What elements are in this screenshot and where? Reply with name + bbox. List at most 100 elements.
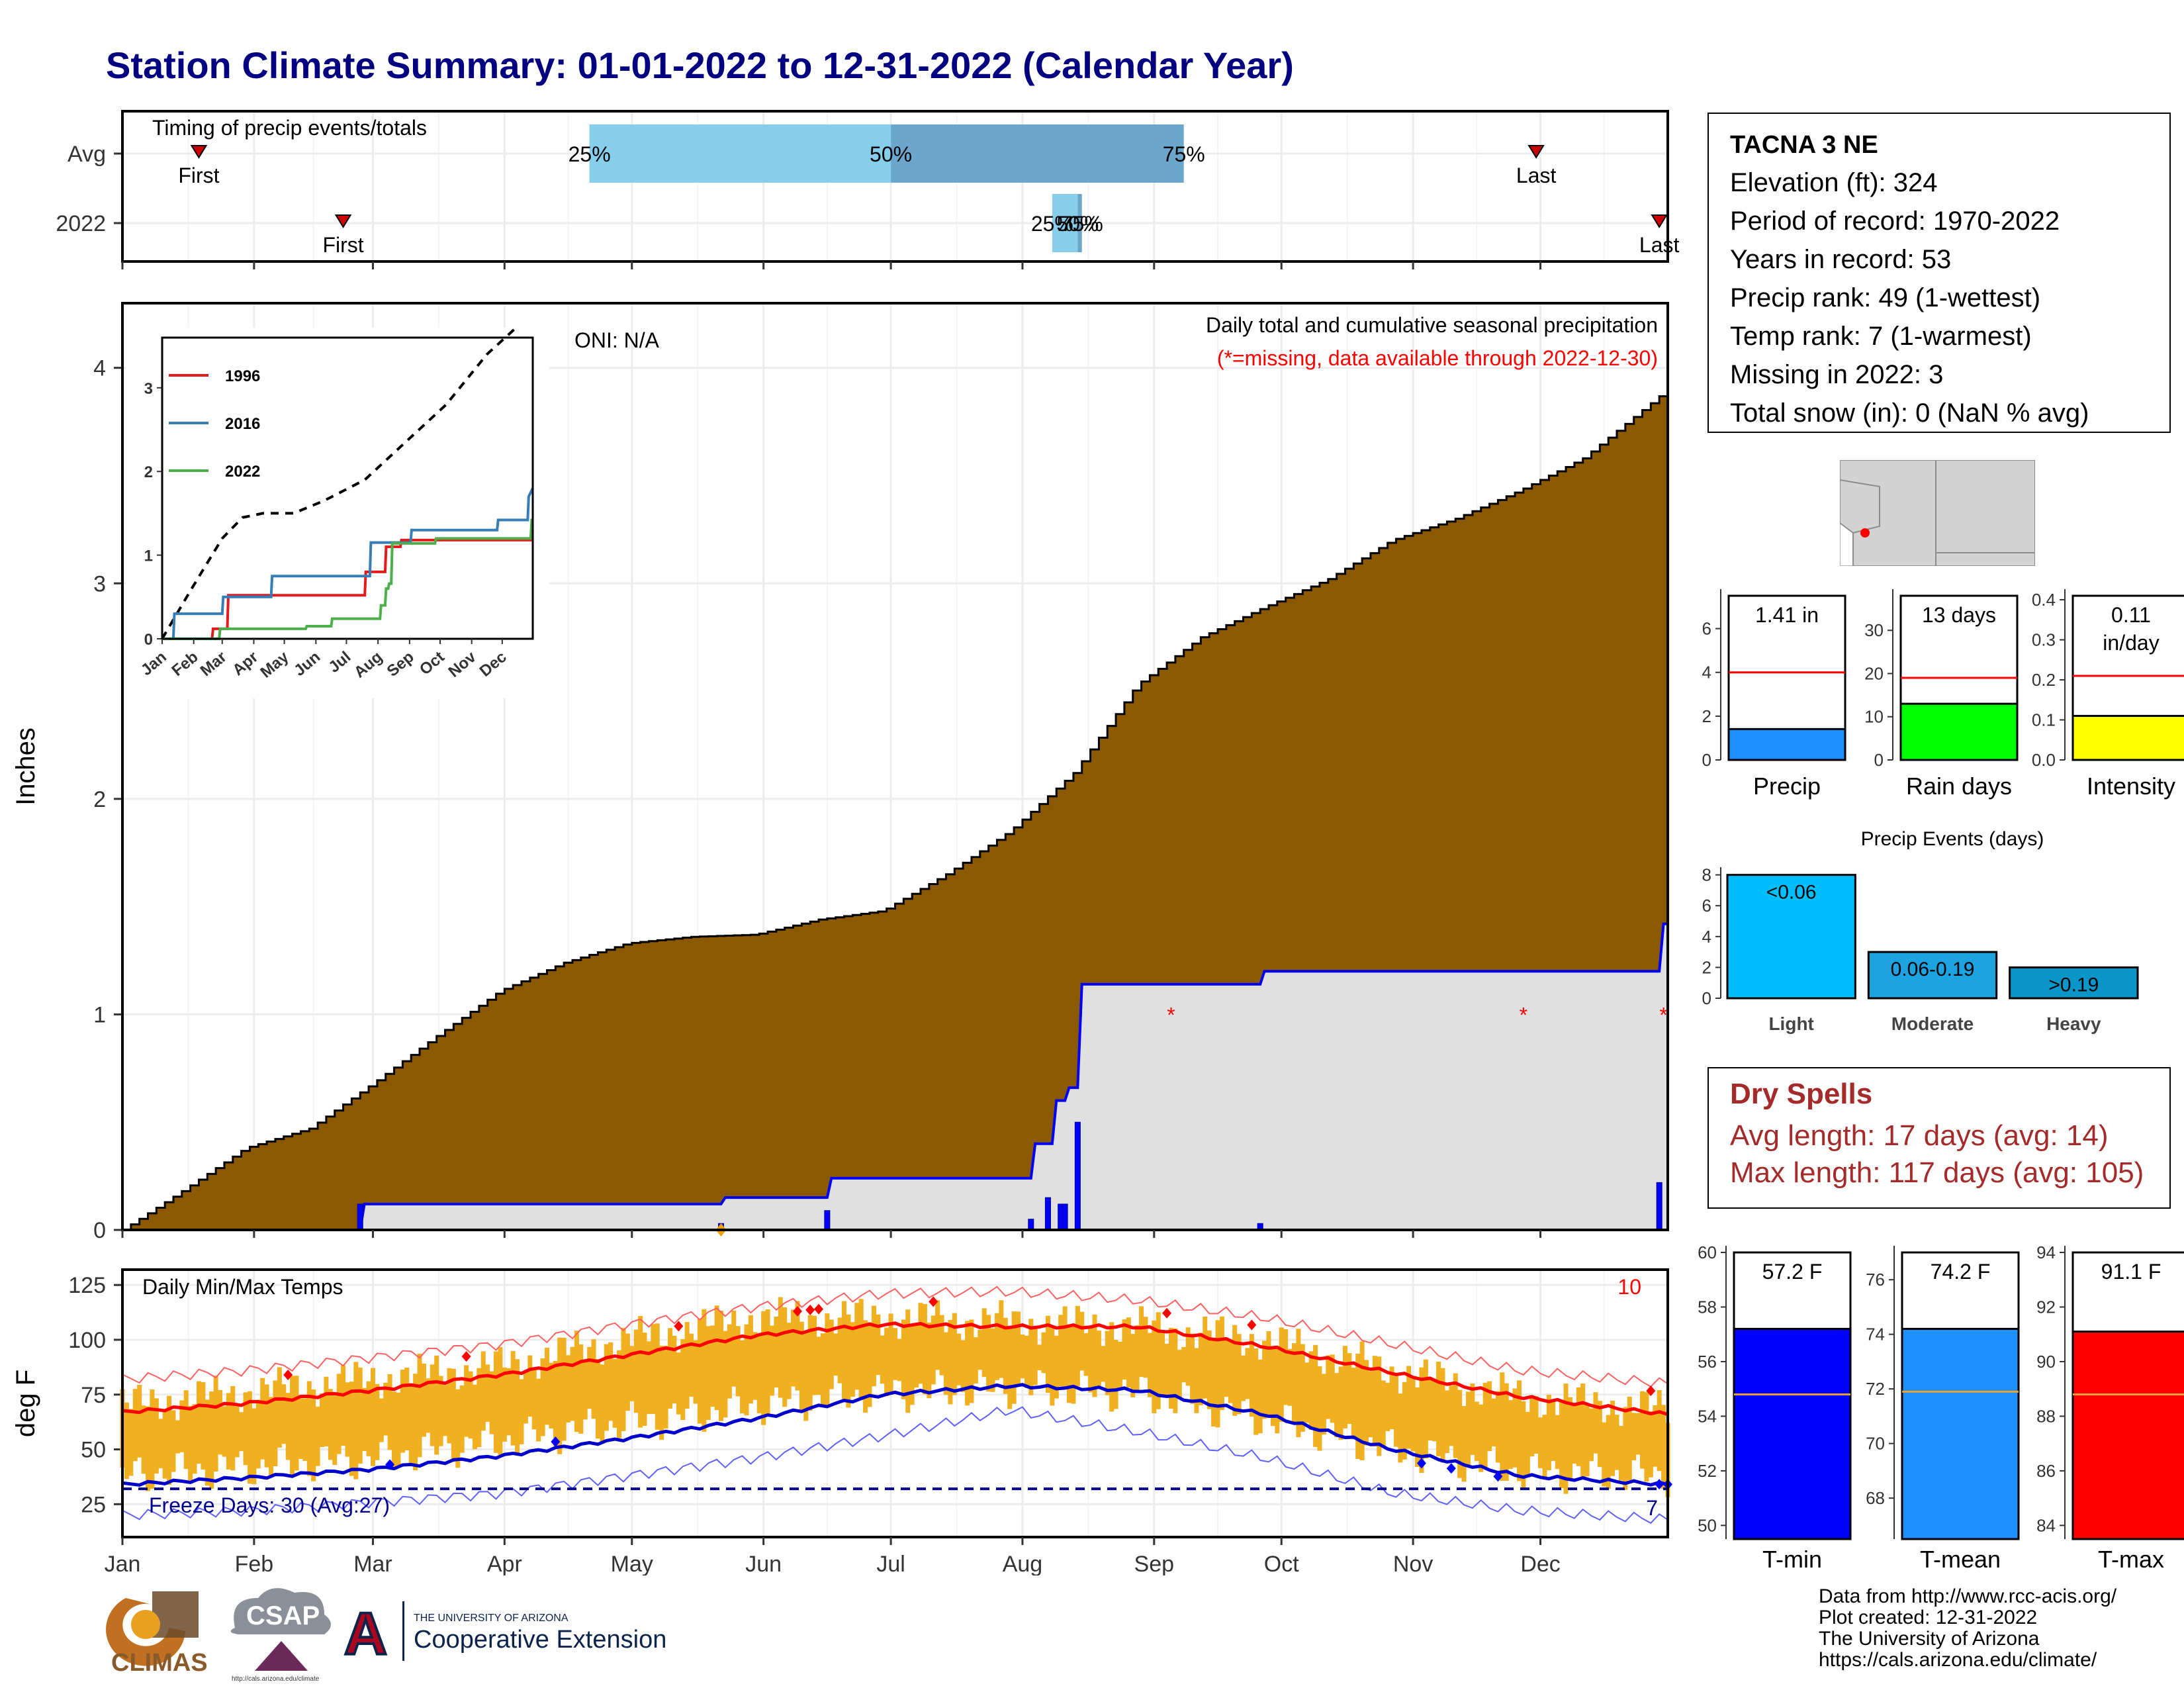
temp-day-bar-226 bbox=[1075, 1305, 1080, 1386]
inset-legend-label-1996: 1996 bbox=[225, 367, 260, 385]
temp-day-bar-214 bbox=[1024, 1335, 1029, 1388]
temp-day-bar-23 bbox=[213, 1376, 218, 1472]
temp-day-bar-291 bbox=[1351, 1368, 1356, 1440]
precip-events-category-1: Moderate bbox=[1891, 1013, 1974, 1034]
temp-day-bar-278 bbox=[1296, 1329, 1301, 1438]
temp-day-bar-101 bbox=[544, 1347, 549, 1425]
temp-day-bar-2 bbox=[124, 1402, 129, 1479]
temp-xlabel-7: Aug bbox=[1003, 1552, 1043, 1575]
temp-day-bar-314 bbox=[1449, 1385, 1454, 1446]
tmax-ylabel-0: 84 bbox=[2036, 1515, 2056, 1535]
temp-day-bar-211 bbox=[1011, 1311, 1017, 1404]
temp-day-bar-355 bbox=[1623, 1407, 1628, 1490]
temp-day-bar-147 bbox=[740, 1340, 745, 1414]
precip-events-category-0: Light bbox=[1768, 1013, 1813, 1034]
temp-day-bar-285 bbox=[1326, 1355, 1331, 1419]
temp-day-bar-307 bbox=[1419, 1367, 1424, 1474]
temp-day-bar-273 bbox=[1275, 1348, 1280, 1434]
temp-day-bar-274 bbox=[1279, 1327, 1284, 1422]
temp-day-bar-261 bbox=[1224, 1338, 1229, 1397]
temp-day-bar-160 bbox=[795, 1301, 800, 1391]
timing-bar-50-75-1 bbox=[1077, 194, 1082, 252]
temp-day-bar-82 bbox=[464, 1365, 469, 1437]
temp-day-bar-192 bbox=[931, 1315, 936, 1385]
temp-day-bar-145 bbox=[731, 1310, 737, 1387]
record-high-marker-2 bbox=[674, 1321, 684, 1332]
temp-day-bar-231 bbox=[1096, 1331, 1101, 1387]
temp-day-bar-50 bbox=[328, 1389, 333, 1460]
precip-total-category-label: Precip bbox=[1753, 773, 1821, 800]
temp-day-bar-191 bbox=[927, 1322, 932, 1399]
temp-xlabel-10: Nov bbox=[1393, 1552, 1433, 1575]
temp-day-bar-124 bbox=[642, 1333, 647, 1427]
temp-day-bar-268 bbox=[1253, 1348, 1259, 1435]
tmax-ylabel-2: 88 bbox=[2036, 1406, 2056, 1426]
temp-day-bar-195 bbox=[943, 1332, 948, 1395]
temp-day-bar-283 bbox=[1317, 1366, 1322, 1451]
temp-day-bar-117 bbox=[612, 1358, 617, 1428]
temp-day-bar-41 bbox=[290, 1376, 295, 1475]
temp-day-bar-54 bbox=[345, 1382, 350, 1457]
temp-day-bar-227 bbox=[1079, 1311, 1085, 1371]
main-ylabel-2: 2 bbox=[93, 787, 106, 812]
station-period: Period of record: 1970-2022 bbox=[1730, 207, 2060, 236]
temp-day-bar-116 bbox=[608, 1342, 614, 1421]
timing-last-label-1: Last bbox=[1639, 233, 1680, 257]
temp-day-bar-32 bbox=[251, 1408, 257, 1485]
temp-day-bar-58 bbox=[362, 1387, 367, 1452]
temp-day-bar-51 bbox=[332, 1395, 338, 1466]
temp-day-bar-105 bbox=[561, 1338, 567, 1441]
temp-day-bar-222 bbox=[1058, 1315, 1064, 1387]
temp-day-bar-138 bbox=[702, 1309, 707, 1432]
temp-day-bar-15 bbox=[179, 1400, 185, 1452]
station-elevation: Elevation (ft): 324 bbox=[1730, 168, 1938, 197]
dry-spells-box: Dry Spells Avg length: 17 days (avg: 14)… bbox=[1707, 1067, 2171, 1209]
temp-xlabel-0: Jan bbox=[105, 1552, 141, 1575]
temp-day-bar-275 bbox=[1283, 1329, 1289, 1405]
temp-day-bar-323 bbox=[1487, 1381, 1492, 1452]
temp-day-bar-154 bbox=[769, 1325, 774, 1396]
precip-events-bar-label-0: <0.06 bbox=[1766, 882, 1817, 904]
temp-ylabel-0: 25 bbox=[81, 1492, 106, 1517]
temp-day-bar-163 bbox=[807, 1315, 813, 1411]
temp-day-bar-91 bbox=[502, 1367, 507, 1442]
precip-total-value-label: 1.41 in bbox=[1755, 603, 1819, 627]
precip-events-bar-1 bbox=[1867, 951, 1998, 1000]
precip-total-ylabel-3: 6 bbox=[1702, 619, 1711, 639]
temp-day-bar-150 bbox=[752, 1332, 758, 1400]
main-y-axis-title: Inches bbox=[11, 727, 40, 806]
temp-day-bar-6 bbox=[141, 1405, 146, 1474]
temp-day-bar-346 bbox=[1584, 1405, 1590, 1477]
credit-line-4: https://cals.arizona.edu/climate/ bbox=[1819, 1649, 2097, 1671]
temp-day-bar-185 bbox=[901, 1319, 906, 1399]
temp-day-bar-3 bbox=[128, 1409, 134, 1476]
temp-day-bar-102 bbox=[549, 1362, 554, 1429]
climas-label: CLIMAS bbox=[111, 1649, 208, 1677]
temp-day-bar-60 bbox=[370, 1368, 375, 1466]
temp-day-bar-240 bbox=[1134, 1325, 1140, 1391]
temp-day-bar-257 bbox=[1206, 1330, 1212, 1409]
temp-day-bar-269 bbox=[1257, 1359, 1263, 1434]
temp-day-bar-238 bbox=[1126, 1317, 1131, 1387]
station-precip-rank: Precip rank: 49 (1-wettest) bbox=[1730, 283, 2041, 312]
temp-day-bar-46 bbox=[311, 1389, 316, 1481]
temp-day-bar-81 bbox=[459, 1385, 465, 1453]
record-high-marker-0 bbox=[283, 1369, 293, 1380]
precip-events-bar-label-2: >0.19 bbox=[2048, 974, 2099, 996]
temp-day-bar-235 bbox=[1113, 1340, 1118, 1409]
daily-precip-bar-6 bbox=[1062, 1203, 1068, 1231]
temp-day-bar-229 bbox=[1088, 1327, 1093, 1393]
temp-day-bar-266 bbox=[1245, 1348, 1250, 1399]
temp-day-bar-363 bbox=[1657, 1390, 1662, 1472]
credits: Data from http://www.rcc-acis.org/ Plot … bbox=[1819, 1586, 2116, 1671]
temp-day-bar-321 bbox=[1479, 1404, 1484, 1472]
temp-day-bar-336 bbox=[1542, 1415, 1547, 1478]
temp-xlabel-1: Feb bbox=[235, 1552, 274, 1575]
temp-day-bar-132 bbox=[676, 1352, 681, 1415]
inset-ylabel-2: 2 bbox=[144, 463, 153, 481]
temp-day-bar-334 bbox=[1533, 1396, 1539, 1454]
temp-day-bar-4 bbox=[132, 1389, 138, 1462]
temp-day-bar-315 bbox=[1453, 1373, 1458, 1458]
timing-p25-label-0: 25% bbox=[569, 142, 611, 166]
